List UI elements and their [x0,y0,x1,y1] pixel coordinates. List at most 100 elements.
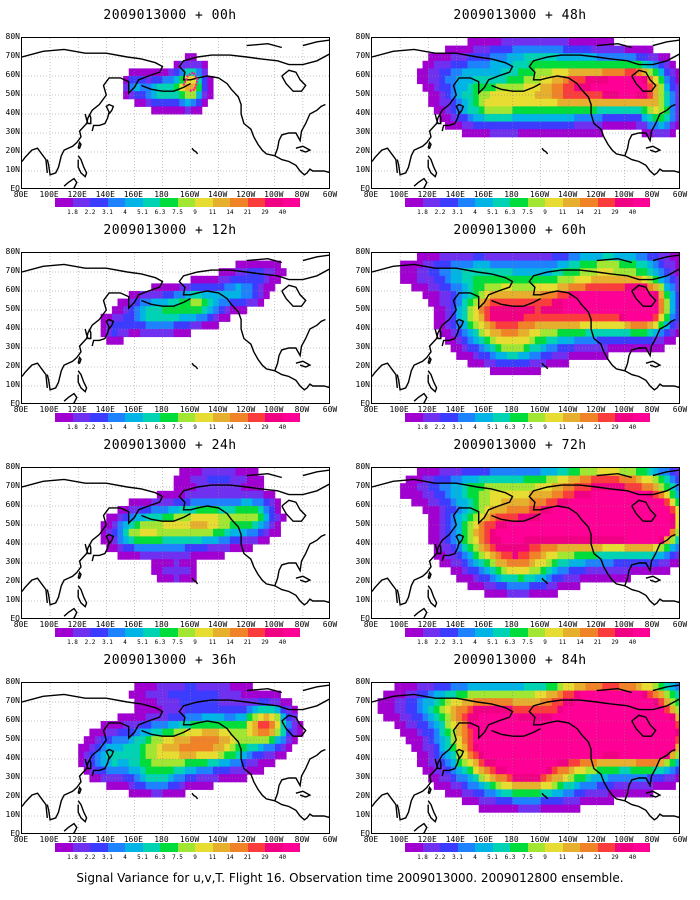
latitude-label: 60N [355,715,370,724]
colorbar-label: 11 [558,854,567,861]
colorbar-label: 6.3 [154,209,166,216]
longitude-label: 140E [445,405,465,414]
colorbar-label: 6.3 [154,424,166,431]
longitude-label: 120W [586,835,606,844]
longitude-label: 80W [294,620,310,629]
longitude-label: 140W [557,835,578,844]
colorbar-label: 29 [611,424,619,431]
colorbar-swatch [195,413,213,422]
colorbar-swatch [212,628,230,637]
colorbar-label: 40 [278,424,287,431]
latitude-label: 10N [355,380,370,389]
coastlines [372,39,679,188]
longitude-label: 140E [95,405,115,414]
colorbar-swatch [90,413,108,422]
panel-title: 2009013000 + 72h [453,438,587,453]
forecast-panel: 2009013000 + 00h 80N 70N 60N 50N 40N 30N 20N 10N… [0,0,340,216]
longitude-label: 80W [294,190,310,199]
latitude-label: 30N [5,127,20,136]
colorbar-label: 1.8 [67,209,78,216]
latitude-label: 60N [355,500,370,509]
colorbar-label: 7.5 [172,854,183,861]
colorbar-swatch [177,198,195,207]
colorbar-label: 21 [243,424,252,431]
colorbar-label: 6.3 [504,424,516,431]
colorbar-label: 4 [473,424,477,431]
longitude-label: 60W [322,405,338,414]
colorbar-label: 9 [193,424,197,431]
colorbar-swatch [230,628,248,637]
colorbar-label: 29 [611,854,619,861]
panel-title: 2009013000 + 48h [453,8,587,23]
colorbar-label: 9 [543,209,547,216]
longitude-label: 180 [504,620,519,629]
latitude-label: 30N [5,342,20,351]
colorbar-label: 29 [261,639,269,646]
colorbar-swatch [440,628,458,637]
colorbar-label: 4 [473,209,477,216]
colorbar-label: 6.3 [504,854,516,861]
colorbar-swatch [125,628,143,637]
latitude-label: 80N [355,32,370,41]
longitude-label: 80E [363,620,379,629]
map-grid [372,253,679,403]
latitude-label: 40N [5,753,20,762]
colorbar-swatch [580,413,598,422]
latitude-label: 40N [355,323,370,332]
longitude-label: 160W [179,190,200,199]
longitude-label: 160E [123,190,143,199]
colorbar-label: 3.1 [102,209,113,216]
longitude-label: 140E [445,190,465,199]
longitude-label: 160E [123,405,143,414]
longitude-label: 140W [207,405,228,414]
colorbar-swatch [580,843,598,852]
colorbar-label: 2.2 [84,639,96,646]
colorbar-label: 21 [593,424,602,431]
colorbar-label: 1.8 [417,424,428,431]
colorbar-label: 5.1 [137,424,148,431]
colorbar-swatch [72,198,90,207]
longitude-label: 120W [236,835,256,844]
colorbar-label: 40 [628,424,637,431]
figure-caption: Signal Variance for u,v,T. Flight 16. Ob… [76,871,624,885]
latitude-label: 80N [5,462,20,471]
longitude-label: 160W [529,835,550,844]
colorbar-swatch [142,628,160,637]
latitude-label: 20N [355,361,370,370]
longitude-label: 100W [614,835,634,844]
colorbar-swatch [265,198,283,207]
map-svg [22,468,329,618]
colorbar-label: 7.5 [522,639,533,646]
colorbar-labels: 1.8 2.2 3.1 4 5.1 6.3 7.5 9 11 14 21 29 40 [405,639,665,647]
longitude-label: 80W [294,405,310,414]
map-svg [372,253,679,403]
colorbar-label: 40 [628,854,637,861]
latitude-label: EQ [360,614,370,623]
colorbar-swatch [160,198,178,207]
latitude-label: 70N [5,696,20,705]
forecast-panel: 2009013000 + 72h 80N 70N 60N 50N 40N 30N 20N 10N… [350,430,690,646]
latitude-label: 10N [355,165,370,174]
colorbar-swatch [615,198,633,207]
colorbar-swatch [405,413,423,422]
longitude-label: 160E [123,620,143,629]
map-frame [371,467,680,619]
colorbar-swatch [265,843,283,852]
longitude-label: 120E [417,620,437,629]
colorbar-swatch [160,413,178,422]
colorbar-label: 3.1 [452,639,463,646]
latitude-label: 50N [355,734,370,743]
colorbar-swatch [55,628,73,637]
colorbar-swatch [510,198,528,207]
colorbar-label: 21 [593,639,602,646]
latitude-label: EQ [10,399,20,408]
colorbar-label: 11 [208,854,217,861]
colorbar [55,413,300,422]
colorbar-swatch [457,413,475,422]
latitude-label: 80N [355,247,370,256]
longitude-label: 120E [417,835,437,844]
colorbar-label: 7.5 [522,854,533,861]
colorbar-swatch [72,628,90,637]
colorbar-swatch [405,198,423,207]
latitude-label: 20N [355,146,370,155]
